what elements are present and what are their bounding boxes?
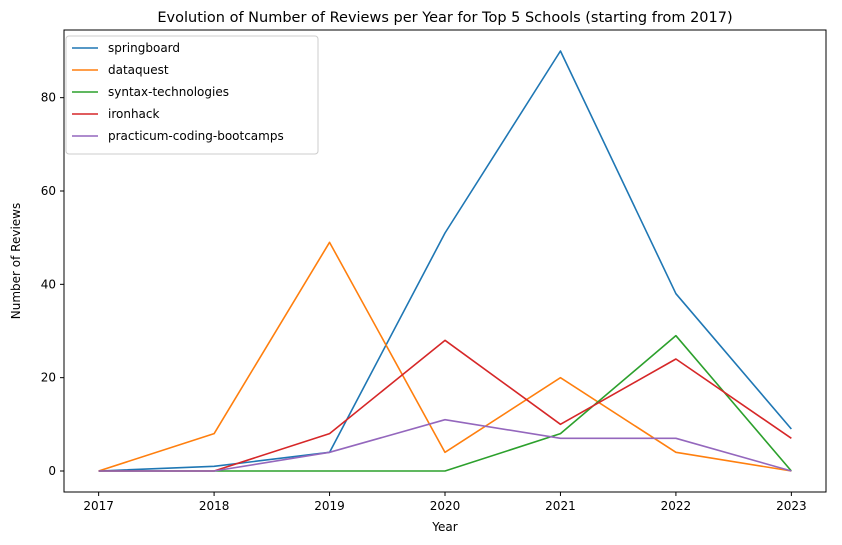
legend: springboard dataquest syntax-technologies i… [65,35,319,155]
x-tick-label: 2018 [199,499,230,513]
legend-entry-springboard: springboard [108,41,180,55]
legend-entry-practicum-coding-bootcamps: practicum-coding-bootcamps [108,129,284,143]
x-tick-label: 2017 [83,499,114,513]
y-tick-label: 0 [48,464,56,478]
y-axis-label: Number of Reviews [9,203,23,319]
y-tick-label: 80 [41,91,56,105]
x-tick-label: 2019 [314,499,345,513]
x-axis-label: Year [431,520,457,534]
x-tick-label: 2021 [545,499,576,513]
series-line-dataquest [98,241,792,472]
plot-area [98,50,792,472]
chart-title: Evolution of Number of Reviews per Year … [157,10,732,26]
y-axis: 0 20 40 60 80 [41,91,64,478]
y-tick-label: 40 [41,277,56,291]
series-line-springboard [98,50,792,472]
legend-entry-ironhack: ironhack [108,107,160,121]
series-line-practicum-coding-bootcamps [98,418,792,472]
legend-entry-syntax-technologies: syntax-technologies [108,85,229,99]
legend-box [65,35,319,155]
legend-entry-dataquest: dataquest [108,63,169,77]
y-tick-label: 60 [41,184,56,198]
x-axis: 2017 2018 2019 2020 2021 2022 2023 [83,492,807,513]
x-tick-label: 2020 [430,499,461,513]
x-tick-label: 2022 [661,499,692,513]
x-tick-label: 2023 [776,499,807,513]
y-tick-label: 20 [41,371,56,385]
